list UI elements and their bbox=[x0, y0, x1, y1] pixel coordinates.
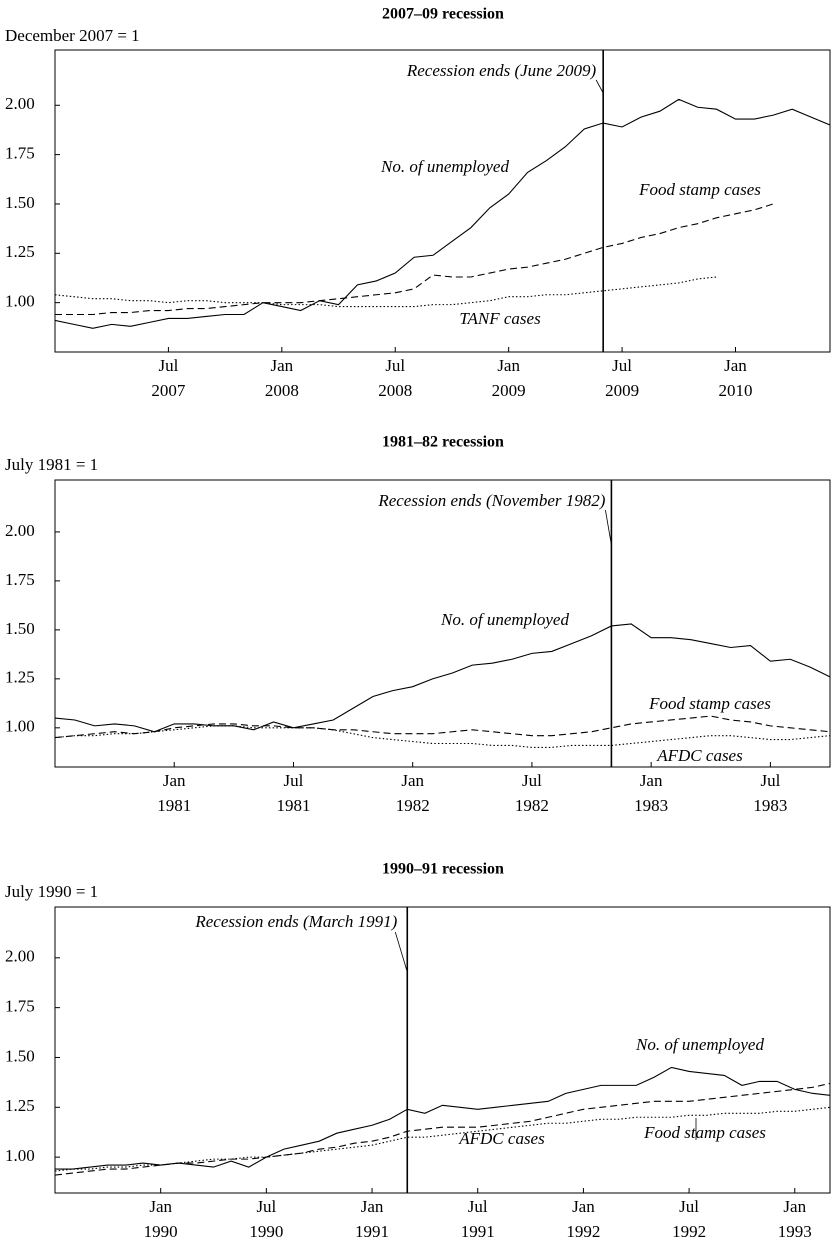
y-tick-label: 1.25 bbox=[5, 242, 35, 261]
x-tick-label: 1981 bbox=[276, 796, 310, 815]
x-tick-label: Jan bbox=[640, 771, 663, 790]
series-label: AFDC cases bbox=[656, 746, 743, 765]
plot-frame bbox=[54, 906, 831, 1194]
x-tick-label: 1990 bbox=[249, 1222, 283, 1241]
panel: 1990–91 recession July 1990 = 1 1.00 1.25 1.… bbox=[5, 861, 831, 1241]
panel: 2007–09 recession December 2007 = 1 1.00 1.… bbox=[5, 6, 831, 400]
x-tick-label: 2009 bbox=[492, 381, 526, 400]
y-axis-label: December 2007 = 1 bbox=[5, 26, 140, 45]
y-tick-label: 1.00 bbox=[5, 1146, 35, 1165]
x-tick-label: Jul bbox=[284, 771, 304, 790]
annotation-leader bbox=[605, 509, 612, 546]
x-tick-label: 1991 bbox=[355, 1222, 389, 1241]
plot-frame bbox=[54, 479, 831, 768]
x-tick-label: Jan bbox=[572, 1197, 595, 1216]
series-line bbox=[55, 276, 717, 308]
y-tick-label: 1.75 bbox=[5, 997, 35, 1016]
series-line bbox=[55, 98, 830, 329]
series-line bbox=[55, 1106, 830, 1172]
x-tick-label: Jan bbox=[163, 771, 186, 790]
y-tick-label: 2.00 bbox=[5, 521, 35, 540]
y-tick-label: 1.75 bbox=[5, 144, 35, 163]
annotation-leader bbox=[595, 79, 604, 94]
series-label: Food stamp cases bbox=[643, 1123, 766, 1142]
x-tick-label: 1992 bbox=[672, 1222, 706, 1241]
panel-title: 2007–09 recession bbox=[382, 6, 504, 23]
series-line bbox=[55, 725, 830, 748]
panel-title: 1990–91 recession bbox=[382, 861, 504, 878]
series-label: Food stamp cases bbox=[638, 180, 761, 199]
x-tick-label: Jul bbox=[679, 1197, 699, 1216]
y-tick-label: 1.00 bbox=[5, 717, 35, 736]
x-tick-label: 1981 bbox=[157, 796, 191, 815]
x-tick-label: Jan bbox=[724, 356, 747, 375]
series-line bbox=[55, 1082, 830, 1176]
x-tick-label: Jul bbox=[522, 771, 542, 790]
x-tick-label: 1991 bbox=[461, 1222, 495, 1241]
y-tick-label: 1.25 bbox=[5, 668, 35, 687]
series-line bbox=[55, 203, 774, 316]
y-tick-label: 1.75 bbox=[5, 570, 35, 589]
annotation: Recession ends (March 1991) bbox=[194, 912, 397, 931]
plot-frame bbox=[54, 49, 831, 353]
annotation: Recession ends (November 1982) bbox=[377, 491, 605, 510]
x-tick-label: 1982 bbox=[515, 796, 549, 815]
x-tick-label: Jan bbox=[149, 1197, 172, 1216]
x-tick-label: 1982 bbox=[396, 796, 430, 815]
x-tick-label: 2010 bbox=[718, 381, 752, 400]
series-line bbox=[55, 1066, 830, 1170]
x-tick-label: Jul bbox=[385, 356, 405, 375]
x-tick-label: Jan bbox=[361, 1197, 384, 1216]
x-tick-label: 1983 bbox=[634, 796, 668, 815]
y-axis-label: July 1990 = 1 bbox=[5, 882, 98, 901]
panel: 1981–82 recession July 1981 = 1 1.00 1.25 1.… bbox=[5, 434, 831, 815]
y-tick-label: 2.00 bbox=[5, 94, 35, 113]
y-tick-label: 1.50 bbox=[5, 193, 35, 212]
x-tick-label: 1992 bbox=[566, 1222, 600, 1241]
x-tick-label: Jul bbox=[158, 356, 178, 375]
y-tick-label: 1.25 bbox=[5, 1096, 35, 1115]
x-tick-label: Jan bbox=[270, 356, 293, 375]
series-label: Food stamp cases bbox=[648, 694, 771, 713]
x-tick-label: Jul bbox=[760, 771, 780, 790]
y-tick-label: 1.50 bbox=[5, 1046, 35, 1065]
x-tick-label: 2008 bbox=[378, 381, 412, 400]
x-tick-label: Jul bbox=[612, 356, 632, 375]
series-label: No. of unemployed bbox=[380, 157, 509, 176]
series-label: No. of unemployed bbox=[440, 610, 569, 629]
x-tick-label: Jul bbox=[468, 1197, 488, 1216]
x-tick-label: 1990 bbox=[144, 1222, 178, 1241]
annotation-leader bbox=[394, 931, 408, 973]
x-tick-label: 2009 bbox=[605, 381, 639, 400]
x-tick-label: Jan bbox=[497, 356, 520, 375]
series-label: TANF cases bbox=[459, 309, 541, 328]
series-line bbox=[55, 715, 830, 739]
x-tick-label: 2007 bbox=[151, 381, 186, 400]
series-line bbox=[55, 623, 830, 733]
x-tick-label: 2008 bbox=[265, 381, 299, 400]
x-tick-label: 1983 bbox=[753, 796, 787, 815]
y-tick-label: 1.00 bbox=[5, 292, 35, 311]
x-tick-label: Jan bbox=[401, 771, 424, 790]
panel-title: 1981–82 recession bbox=[382, 434, 504, 451]
y-tick-label: 1.50 bbox=[5, 619, 35, 638]
series-label: No. of unemployed bbox=[635, 1035, 764, 1054]
series-label: AFDC cases bbox=[458, 1129, 545, 1148]
x-tick-label: Jan bbox=[783, 1197, 806, 1216]
y-axis-label: July 1981 = 1 bbox=[5, 455, 98, 474]
annotation: Recession ends (June 2009) bbox=[406, 61, 597, 80]
x-tick-label: 1993 bbox=[778, 1222, 812, 1241]
x-tick-label: Jul bbox=[256, 1197, 276, 1216]
y-tick-label: 2.00 bbox=[5, 947, 35, 966]
